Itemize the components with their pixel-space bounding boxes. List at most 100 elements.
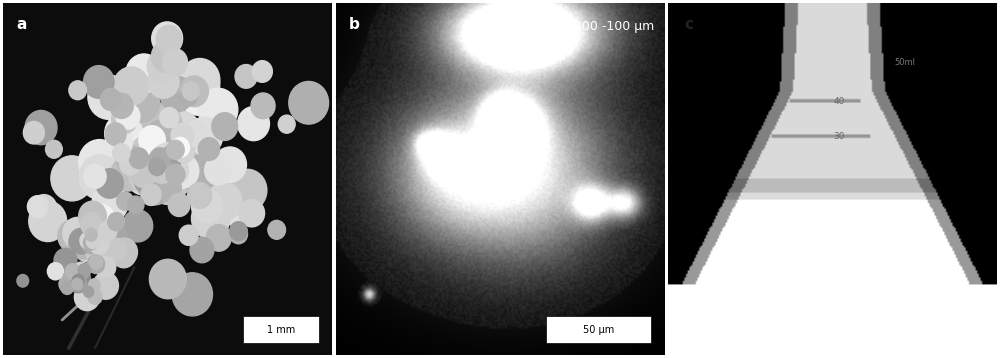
Circle shape xyxy=(69,228,93,254)
Circle shape xyxy=(111,156,144,191)
Bar xyxy=(546,316,651,343)
Circle shape xyxy=(162,131,194,164)
Circle shape xyxy=(112,106,137,134)
Circle shape xyxy=(61,281,73,294)
Circle shape xyxy=(86,234,99,248)
Circle shape xyxy=(122,82,159,122)
Circle shape xyxy=(96,257,116,278)
Circle shape xyxy=(142,103,182,146)
Circle shape xyxy=(85,228,97,241)
Circle shape xyxy=(178,71,219,115)
Circle shape xyxy=(216,183,256,226)
Circle shape xyxy=(80,230,102,253)
Circle shape xyxy=(154,136,196,181)
Circle shape xyxy=(228,169,267,211)
Circle shape xyxy=(180,76,208,107)
Circle shape xyxy=(99,223,128,254)
Circle shape xyxy=(180,148,220,190)
Circle shape xyxy=(147,127,189,172)
Circle shape xyxy=(180,87,197,106)
Circle shape xyxy=(84,164,106,188)
Circle shape xyxy=(167,154,199,188)
Circle shape xyxy=(268,221,286,239)
Circle shape xyxy=(147,161,188,204)
Circle shape xyxy=(230,222,247,241)
Circle shape xyxy=(72,278,83,290)
Circle shape xyxy=(144,137,181,176)
Circle shape xyxy=(131,160,157,188)
Text: 50ml: 50ml xyxy=(894,58,915,67)
Bar xyxy=(243,316,319,343)
Circle shape xyxy=(96,169,123,198)
Circle shape xyxy=(58,219,89,252)
Circle shape xyxy=(59,275,75,293)
Circle shape xyxy=(73,262,89,279)
Circle shape xyxy=(72,275,85,288)
Circle shape xyxy=(76,226,107,260)
Circle shape xyxy=(105,113,143,154)
Circle shape xyxy=(149,148,170,170)
Circle shape xyxy=(65,264,80,280)
Circle shape xyxy=(47,263,63,280)
Circle shape xyxy=(159,139,191,174)
Circle shape xyxy=(171,137,190,158)
Circle shape xyxy=(93,272,118,299)
Circle shape xyxy=(136,159,169,194)
Circle shape xyxy=(27,196,48,218)
Circle shape xyxy=(162,138,202,182)
Circle shape xyxy=(173,128,211,169)
Circle shape xyxy=(79,140,121,185)
Circle shape xyxy=(139,171,171,205)
Circle shape xyxy=(213,147,246,182)
Circle shape xyxy=(178,62,220,107)
Circle shape xyxy=(111,238,137,266)
Circle shape xyxy=(72,225,103,258)
Circle shape xyxy=(152,144,177,171)
Circle shape xyxy=(79,229,107,258)
Circle shape xyxy=(73,229,103,262)
Circle shape xyxy=(83,228,109,256)
Circle shape xyxy=(171,124,194,148)
Circle shape xyxy=(163,132,201,173)
Circle shape xyxy=(180,58,220,101)
Circle shape xyxy=(54,248,77,273)
Circle shape xyxy=(134,161,165,195)
Circle shape xyxy=(106,128,133,156)
Circle shape xyxy=(149,259,186,299)
Circle shape xyxy=(139,126,165,154)
Circle shape xyxy=(151,131,181,163)
Circle shape xyxy=(75,218,106,251)
Circle shape xyxy=(143,149,175,183)
Circle shape xyxy=(160,76,193,112)
Circle shape xyxy=(206,224,231,251)
Circle shape xyxy=(83,286,94,297)
Circle shape xyxy=(87,255,105,274)
Circle shape xyxy=(147,50,177,82)
Circle shape xyxy=(160,107,179,128)
Circle shape xyxy=(187,117,223,155)
Circle shape xyxy=(152,22,183,55)
Circle shape xyxy=(110,93,133,118)
Circle shape xyxy=(92,184,128,222)
Circle shape xyxy=(126,54,162,93)
Text: 200 -100 μm: 200 -100 μm xyxy=(574,20,654,34)
Circle shape xyxy=(190,237,214,263)
Circle shape xyxy=(252,61,272,82)
Circle shape xyxy=(69,228,98,259)
Circle shape xyxy=(134,138,166,171)
Circle shape xyxy=(198,88,238,131)
Circle shape xyxy=(155,174,181,202)
Circle shape xyxy=(99,221,117,241)
Circle shape xyxy=(156,25,182,53)
Circle shape xyxy=(123,210,153,242)
Circle shape xyxy=(120,154,140,175)
Circle shape xyxy=(17,275,29,287)
Circle shape xyxy=(164,157,188,184)
Circle shape xyxy=(156,143,179,167)
Circle shape xyxy=(156,125,197,169)
Circle shape xyxy=(117,192,134,210)
Text: 30: 30 xyxy=(833,132,845,141)
Circle shape xyxy=(175,142,194,163)
Circle shape xyxy=(198,138,220,160)
Circle shape xyxy=(125,154,163,195)
